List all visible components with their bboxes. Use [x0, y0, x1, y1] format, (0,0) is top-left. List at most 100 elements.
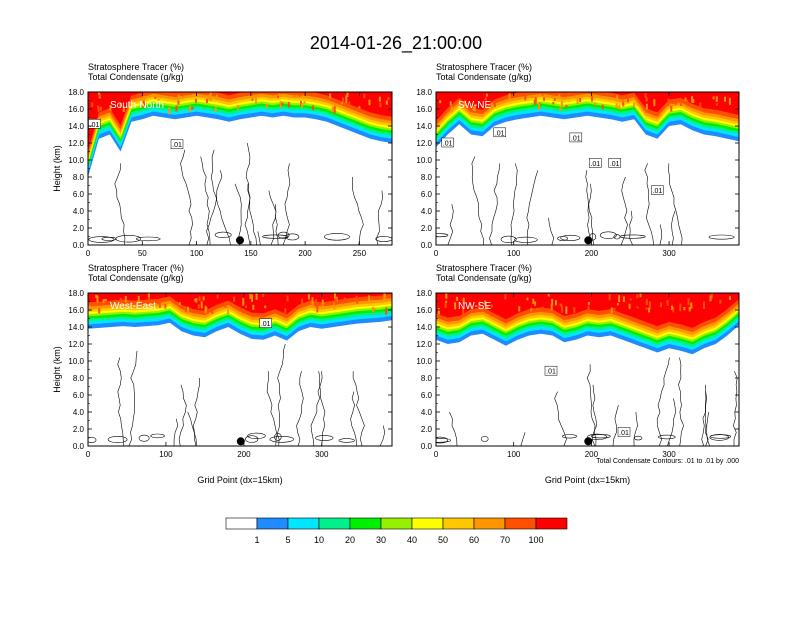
tracer-speckle [154, 96, 157, 99]
condensate-contour [88, 437, 97, 443]
tracer-speckle [278, 93, 281, 97]
tracer-speckle [684, 97, 687, 101]
tracer-speckle [445, 293, 448, 299]
tracer-speckle [251, 294, 253, 302]
tracer-speckle [660, 302, 662, 308]
tracer-speckle [653, 99, 656, 107]
tracer-speckle [608, 294, 611, 301]
colorbar-label: 50 [438, 535, 448, 545]
tracer-speckle [255, 97, 257, 104]
panel-label-condensate: Total Condensate (g/kg) [436, 72, 532, 82]
tracer-speckle [551, 298, 554, 306]
condensate-contour [128, 350, 138, 446]
tracer-speckle [561, 100, 563, 108]
condensate-contour [338, 438, 355, 443]
tracer-speckle [679, 303, 682, 312]
tracer-speckle [648, 301, 651, 309]
tracer-speckle [472, 106, 475, 111]
tracer-speckle [209, 98, 212, 102]
y-tick-label: 2.0 [73, 224, 85, 233]
tracer-speckle [639, 293, 642, 298]
condensate-contour [591, 384, 597, 446]
tracer-speckle [524, 94, 527, 101]
tracer-speckle [104, 299, 107, 302]
tracer-speckle [644, 93, 647, 98]
tracer-speckle [97, 106, 100, 112]
contour-label: .01 [90, 122, 100, 129]
tracer-speckle [252, 304, 255, 310]
contour-label-box [651, 185, 664, 195]
tracer-speckle [191, 107, 194, 110]
y-tick-label: 6.0 [421, 391, 433, 400]
tracer-speckle [541, 306, 544, 310]
tracer-speckle [670, 105, 673, 112]
condensate-contour [620, 176, 628, 245]
tracer-speckle [682, 104, 685, 107]
tracer-speckle [616, 303, 619, 306]
tracer-speckle [379, 102, 382, 108]
colorbar-swatch [287, 517, 320, 530]
tracer-speckle [168, 106, 171, 115]
colorbar-swatch [349, 517, 382, 530]
tracer-speckle [119, 298, 122, 304]
contour-label-box [441, 137, 454, 148]
y-tick-label: 10.0 [416, 357, 432, 366]
x-tick-label: 0 [86, 450, 91, 459]
condensate-contour [657, 434, 676, 440]
tracer-speckle [245, 305, 247, 309]
figure-title: 2014-01-26_21:00:00 [310, 33, 482, 54]
tracer-speckle [202, 296, 205, 301]
tracer-speckle [444, 302, 447, 309]
tracer-speckle [680, 103, 682, 106]
x-tick-label: 0 [434, 249, 439, 258]
tracer-speckle [445, 300, 448, 303]
x-axis-title: Grid Point (dx=15km) [545, 475, 630, 485]
condensate-contour [107, 435, 128, 443]
tracer-speckle [672, 99, 675, 104]
tracer-speckle [555, 300, 557, 306]
tracer-speckle [680, 100, 683, 103]
panel-sw-ne: Stratosphere Tracer (%)Total Condensate … [416, 62, 740, 258]
y-tick-label: 14.0 [416, 323, 432, 332]
tracer-speckle [552, 102, 555, 105]
tracer-speckle [547, 294, 550, 297]
panel-west-east: Stratosphere Tracer (%)Total Condensate … [52, 263, 393, 485]
location-marker [584, 236, 593, 245]
y-axis-title: Height (km) [52, 145, 62, 192]
tracer-speckle [205, 307, 208, 311]
panel-label-tracer: Stratosphere Tracer (%) [88, 62, 184, 72]
tracer-speckle [209, 92, 212, 101]
tracer-speckle [615, 103, 618, 108]
condensate-contour [352, 371, 365, 446]
plot-area: .01 [88, 293, 392, 446]
tracer-speckle [303, 101, 306, 104]
tracer-speckle [96, 295, 99, 303]
condensate-contour [244, 142, 251, 245]
tracer-speckle [158, 300, 161, 308]
condensate-contour [671, 210, 676, 245]
tracer-speckle [454, 302, 457, 310]
tracer-speckle [346, 92, 349, 97]
condensate-contour [180, 149, 193, 245]
x-tick-label: 50 [138, 249, 147, 258]
tracer-speckle [342, 97, 345, 103]
tracer-speckle [177, 97, 180, 105]
tracer-speckle [724, 96, 726, 102]
tracer-speckle [331, 107, 334, 112]
tracer-speckle [373, 308, 376, 311]
contour-label-box [608, 158, 621, 168]
tracer-speckle [95, 294, 98, 298]
y-tick-label: 12.0 [68, 139, 84, 148]
condensate-contour [471, 156, 484, 245]
tracer-speckle [616, 94, 619, 99]
tracer-speckle [469, 303, 472, 308]
condensate-contour [275, 343, 286, 446]
condensate-contour [350, 391, 357, 446]
tracer-speckle [147, 293, 150, 300]
tracer-speckle [262, 294, 265, 297]
tracer-speckle [197, 304, 200, 309]
condensate-contour [585, 170, 591, 245]
condensate-contour [379, 425, 386, 446]
tracer-speckle [368, 99, 371, 106]
tracer-speckle [691, 96, 693, 103]
